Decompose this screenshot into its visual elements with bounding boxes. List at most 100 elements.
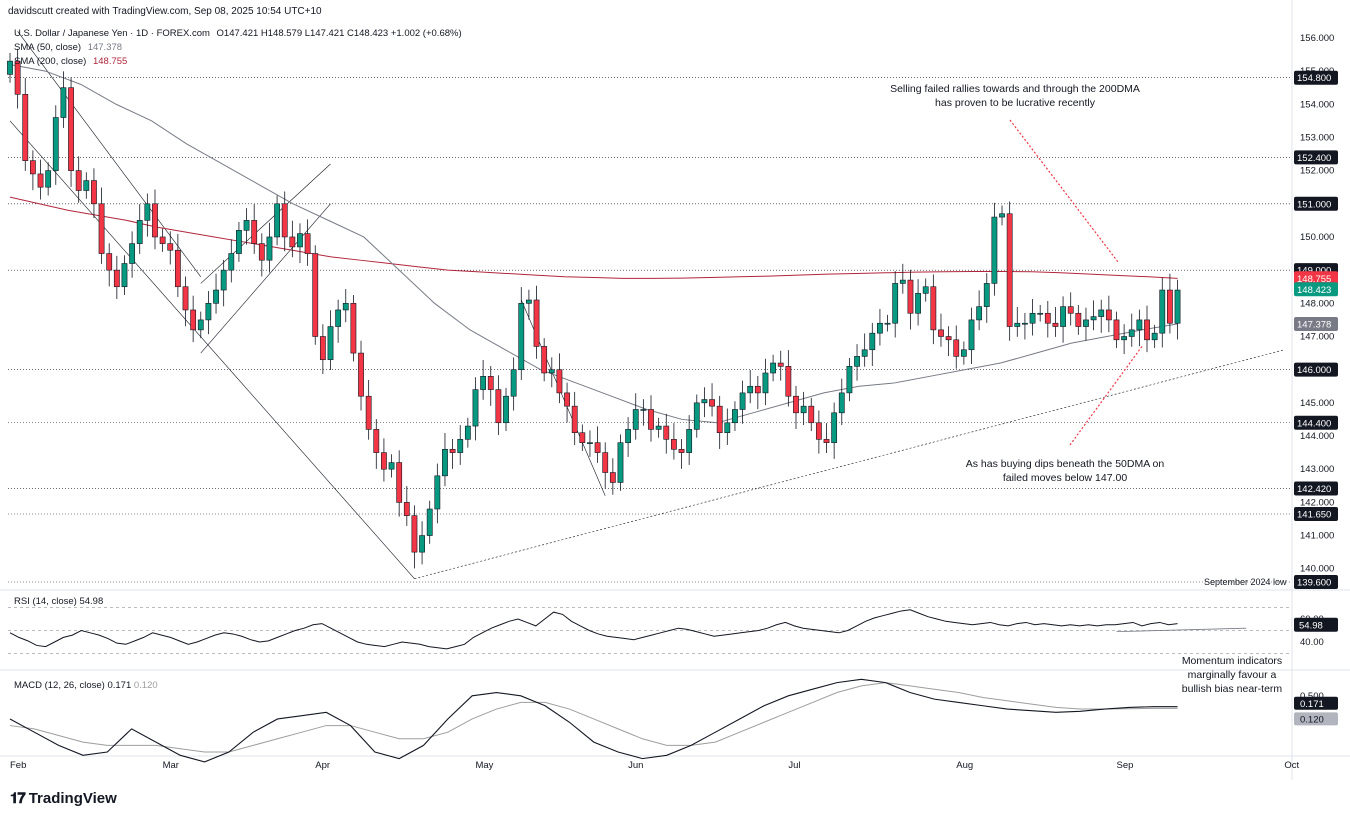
price-tick-label: 153.000 (1300, 132, 1334, 143)
price-tick-label: 140.000 (1300, 564, 1334, 575)
sma200-legend[interactable]: SMA (200, close) 148.755 (14, 56, 127, 67)
candle-body (60, 87, 67, 118)
candle-body (365, 395, 372, 430)
tradingview-logo[interactable]: 𝟏𝟕 TradingView (10, 790, 117, 807)
candle-body (22, 94, 29, 161)
candle-body (243, 220, 250, 231)
candle-body (1090, 316, 1097, 321)
created-by: davidscutt created with TradingView.com,… (8, 6, 322, 17)
rising-channel-upper (200, 163, 331, 284)
candle-body (548, 369, 555, 374)
candle-body (724, 422, 731, 434)
price-tick-label: 152.000 (1300, 166, 1334, 177)
candle-body (770, 362, 776, 374)
candle-body (503, 395, 509, 424)
price-tag-label: 148.423 (1297, 285, 1331, 296)
x-axis-label: Jun (628, 760, 643, 771)
candle-body (922, 286, 929, 294)
macd-value-tag (1294, 696, 1338, 710)
candle-body (854, 356, 860, 367)
candle-body (823, 439, 830, 443)
candle-body (732, 409, 738, 424)
x-axis-label: May (475, 760, 493, 771)
symbol-header: U.S. Dollar / Japanese Yen · 1D · FOREX.… (14, 28, 462, 39)
candle-body (304, 233, 311, 254)
price-tick-label: 154.000 (1300, 99, 1334, 110)
candle-body (190, 309, 197, 331)
rsi-tick-label: 40.00 (1300, 637, 1324, 648)
candle-body (930, 286, 937, 331)
x-axis-label: Apr (315, 760, 330, 771)
candle-body (495, 389, 502, 424)
candle-body (1136, 319, 1143, 331)
candle-body (236, 230, 242, 254)
candle-body (693, 402, 700, 430)
candle-body (518, 303, 525, 370)
price-tick-label: 145.000 (1300, 398, 1334, 409)
candle-body (335, 309, 342, 327)
macd-legend[interactable]: MACD (12, 26, close) 0.171 0.120 (14, 680, 158, 691)
candle-body (1014, 322, 1021, 327)
candle-body (846, 366, 853, 394)
candle-body (197, 319, 204, 331)
candle-body (319, 336, 326, 361)
candle-body (396, 462, 403, 503)
level-tag-label: 141.650 (1297, 509, 1331, 520)
candle-body (1037, 312, 1044, 315)
candle-body (1052, 322, 1059, 327)
candle-body (381, 452, 387, 470)
candle-body (686, 429, 693, 453)
candle-body (281, 203, 288, 238)
candle-body (167, 243, 174, 251)
candle-body (648, 409, 654, 430)
candle-body (434, 475, 441, 510)
level-tag-label: 142.420 (1297, 484, 1331, 495)
candle-body (877, 322, 883, 334)
candle-body (251, 220, 258, 244)
x-axis-label: Feb (10, 760, 26, 771)
rsi-label: RSI (14, close) (14, 596, 77, 607)
candle-body (541, 346, 548, 374)
candle-body (564, 392, 570, 407)
rsi-legend[interactable]: RSI (14, close) 54.98 (14, 596, 103, 607)
candle-body (174, 249, 181, 288)
level-tag-label: 149.000 (1297, 266, 1331, 277)
candle-body (37, 173, 44, 188)
candle-body (960, 349, 967, 357)
macd-label: MACD (12, 26, close) (14, 680, 105, 691)
candle-body (533, 299, 540, 347)
candle-body (1144, 319, 1150, 341)
candle-body (121, 263, 128, 288)
candle-body (1128, 329, 1135, 337)
candle-body (953, 339, 960, 357)
candle-body (83, 180, 90, 191)
rising-channel-lower (200, 203, 331, 354)
candle-body (75, 170, 82, 191)
level-tag (1294, 415, 1338, 430)
candle-body (350, 303, 357, 354)
candle-body (716, 405, 723, 434)
tradingview-logo-text: TradingView (28, 790, 117, 807)
price-tick-label: 142.000 (1300, 497, 1334, 508)
sma50-legend[interactable]: SMA (50, close) 147.378 (14, 42, 122, 53)
candle-body (312, 253, 319, 337)
bottom-annotation: As has buying dips beneath the 50DMA on … (965, 458, 1165, 484)
price-tag (1294, 282, 1338, 297)
sma50-label: SMA (50, close) (14, 42, 82, 53)
candle-body (113, 269, 120, 288)
candle-body (991, 216, 998, 284)
candle-body (480, 376, 487, 390)
candle-body (907, 279, 914, 314)
candle-body (152, 203, 158, 238)
candle-body (426, 508, 433, 536)
rsi-value-tag-label: 54.98 (1299, 620, 1323, 631)
arrow-bottom (1069, 344, 1144, 446)
sept-low-label: September 2024 low (1204, 577, 1287, 587)
candle-body (487, 376, 494, 390)
level-tag (1294, 196, 1338, 211)
price-tick-label: 141.000 (1300, 531, 1334, 542)
arrow-top (1009, 119, 1119, 263)
candle-body (442, 448, 448, 477)
candle-body (1022, 322, 1028, 325)
